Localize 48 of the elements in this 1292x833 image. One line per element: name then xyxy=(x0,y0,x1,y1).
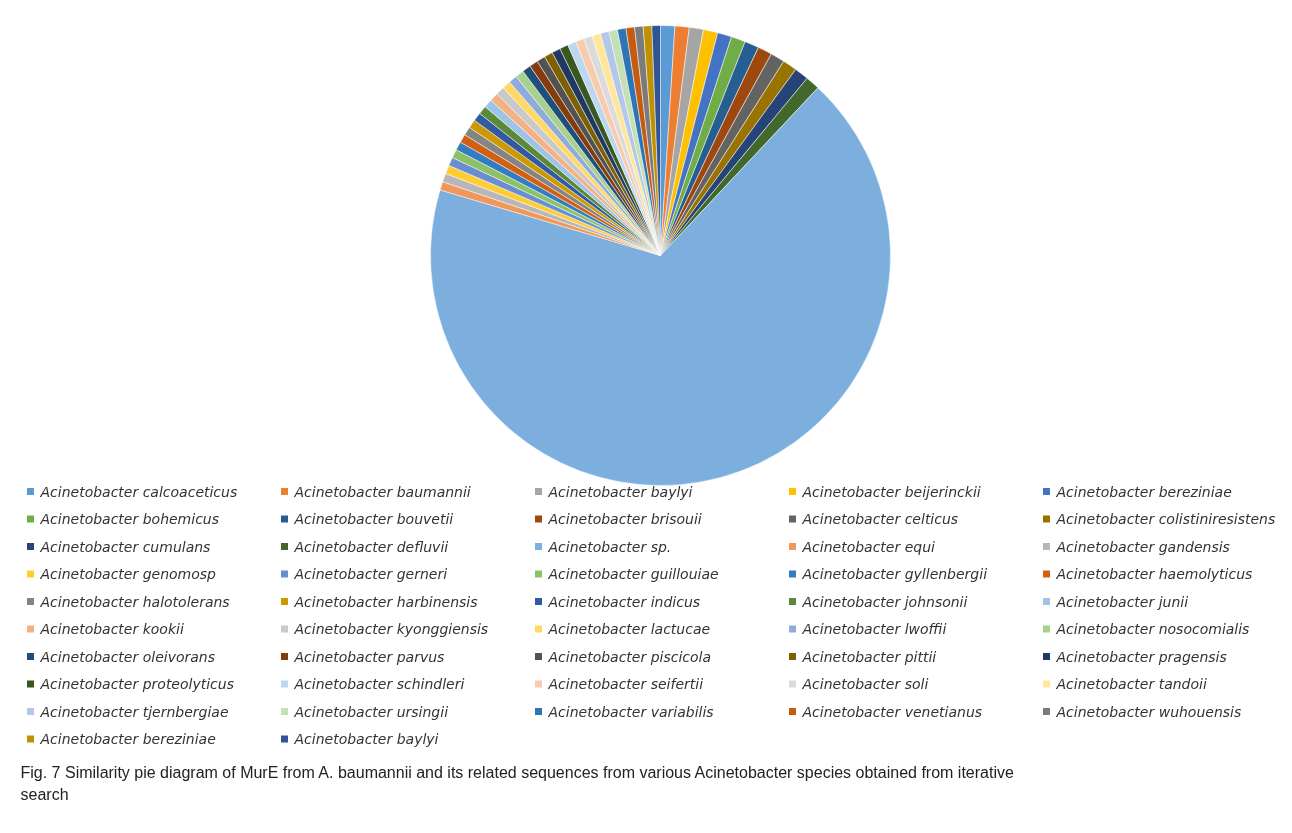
legend-label: Acinetobacter gerneri xyxy=(293,566,448,582)
legend-label: Acinetobacter tandoii xyxy=(1055,676,1207,692)
legend-label: Acinetobacter calcoaceticus xyxy=(39,483,238,500)
legend-label: Acinetobacter haemolyticus xyxy=(1055,566,1253,582)
legend-label: Acinetobacter baylyi xyxy=(547,483,693,500)
legend-label: Acinetobacter bereziniae xyxy=(39,731,216,747)
legend-label: Acinetobacter kookii xyxy=(39,621,184,637)
legend-label: Acinetobacter bereziniae xyxy=(1055,483,1232,500)
legend-label: Acinetobacter oleivorans xyxy=(39,648,215,665)
legend-label: Acinetobacter guillouiae xyxy=(547,566,719,582)
legend-label: Acinetobacter lwoffii xyxy=(801,621,947,637)
legend-label: Acinetobacter defluvii xyxy=(293,538,449,555)
legend-label: Acinetobacter wuhouensis xyxy=(1055,703,1242,720)
legend-label: Acinetobacter soli xyxy=(801,676,929,692)
legend-label: Acinetobacter ursingii xyxy=(293,703,449,720)
legend-label: Acinetobacter gyllenbergii xyxy=(801,566,988,582)
legend-label: Acinetobacter pragensis xyxy=(1055,648,1227,665)
legend-label: Acinetobacter colistiniresistens xyxy=(1055,511,1276,527)
legend-label: Acinetobacter cumulans xyxy=(39,538,211,555)
legend-label: Acinetobacter genomosp xyxy=(39,566,217,582)
legend-label: Acinetobacter harbinensis xyxy=(293,593,478,610)
legend-label: Acinetobacter equi xyxy=(801,538,936,555)
legend-label: Acinetobacter halotolerans xyxy=(39,593,230,610)
legend-label: Acinetobacter parvus xyxy=(293,648,445,665)
legend-label: Acinetobacter baylyi xyxy=(293,731,439,747)
legend-label: Acinetobacter lactucae xyxy=(547,621,711,637)
legend-label: Acinetobacter piscicola xyxy=(547,648,712,665)
legend-label: Acinetobacter seifertii xyxy=(547,676,704,692)
legend-label: Acinetobacter bohemicus xyxy=(39,511,220,527)
legend-label: Acinetobacter brisouii xyxy=(547,511,702,527)
legend-label: Acinetobacter kyonggiensis xyxy=(293,621,489,637)
legend-label: Acinetobacter johnsonii xyxy=(801,593,968,610)
legend-label: Acinetobacter nosocomialis xyxy=(1055,621,1250,637)
legend-label: Acinetobacter pittii xyxy=(801,648,937,665)
legend-label: Acinetobacter bouvetii xyxy=(293,511,454,527)
legend-label: Acinetobacter indicus xyxy=(547,593,701,610)
legend-label: Acinetobacter tjernbergiae xyxy=(39,703,229,720)
legend-label: Acinetobacter proteolyticus xyxy=(39,676,234,692)
legend-label: Acinetobacter venetianus xyxy=(801,703,983,720)
legend-label: Acinetobacter baumannii xyxy=(293,483,471,500)
legend-label: Acinetobacter celticus xyxy=(801,511,959,527)
caption: Fig. 7 Similarity pie diagram of MurE from A. baumannii and its related sequences from various Acinetobacter species obtained from iterative search xyxy=(20,764,1014,803)
legend-label: Acinetobacter variabilis xyxy=(547,703,714,720)
legend-label: Acinetobacter gandensis xyxy=(1055,538,1230,555)
legend-label: Acinetobacter junii xyxy=(1055,593,1189,610)
legend-label: Acinetobacter beijerinckii xyxy=(801,483,981,500)
legend-label: Acinetobacter sp. xyxy=(547,538,672,555)
legend-label: Acinetobacter schindleri xyxy=(293,676,465,692)
